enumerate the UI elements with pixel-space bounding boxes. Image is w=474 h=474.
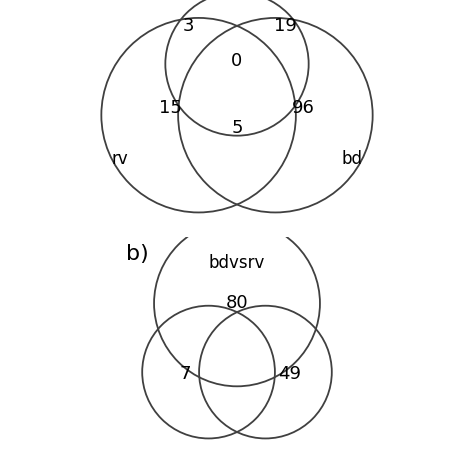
- Text: 7: 7: [179, 365, 191, 383]
- Text: 80: 80: [226, 294, 248, 312]
- Text: 49: 49: [278, 365, 301, 383]
- Text: 0: 0: [231, 53, 243, 71]
- Text: 96: 96: [292, 99, 315, 117]
- Text: b): b): [126, 244, 148, 264]
- Text: 5: 5: [231, 119, 243, 137]
- Text: 15: 15: [159, 99, 182, 117]
- Text: bd: bd: [341, 150, 363, 168]
- Text: bdvsrv: bdvsrv: [209, 254, 265, 272]
- Text: 19: 19: [274, 17, 297, 35]
- Text: rv: rv: [111, 150, 128, 168]
- Text: 3: 3: [182, 17, 194, 35]
